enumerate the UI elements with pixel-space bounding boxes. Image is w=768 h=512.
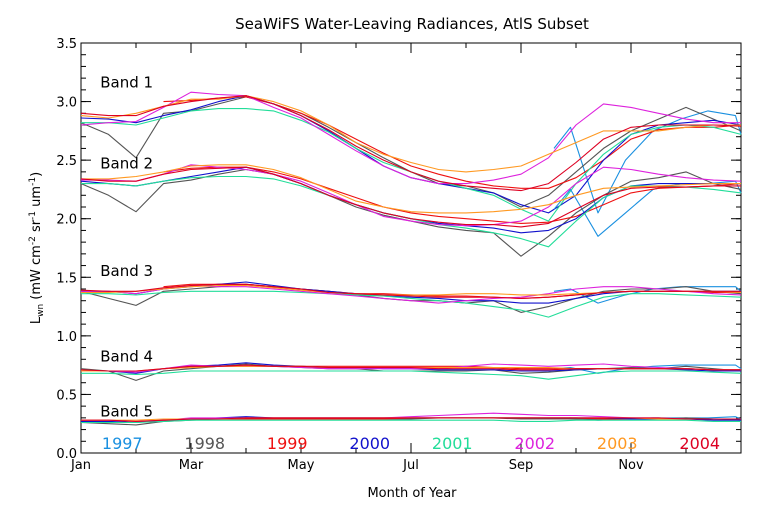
series-band1-2003 — [80, 95, 741, 173]
series-band1-1999 — [163, 96, 742, 189]
y-tick-label-4: 2.0 — [56, 213, 77, 228]
band-4-group — [80, 362, 742, 381]
series-band1-2002 — [80, 91, 741, 185]
y-tick-label-0: 0.0 — [56, 447, 77, 462]
y-label-exp3: -1 — [28, 177, 38, 186]
legend-entry-2000: 2000 — [349, 434, 390, 453]
x-tick-label-1: Mar — [179, 458, 204, 473]
series-band4-2002 — [81, 363, 741, 373]
y-tick-label-6: 3.0 — [56, 96, 77, 111]
series-band4-2004 — [80, 364, 741, 372]
band-label-4: Band 4 — [100, 348, 153, 366]
x-tick-label-0: Jan — [70, 458, 91, 473]
y-tick-label-1: 0.5 — [56, 388, 77, 403]
series-band5-2004 — [81, 417, 741, 422]
y-label-main-sub: wn — [36, 304, 46, 317]
x-tick-label-2: May — [288, 458, 315, 473]
series-band2-2002 — [81, 164, 742, 227]
band-5-group — [80, 412, 742, 426]
legend-entry-1998: 1998 — [184, 434, 225, 453]
chart-title: SeaWiFS Water-Leaving Radiances, AtlS Su… — [235, 15, 589, 33]
y-axis-label: Lwn (mW cm-2 sr-1 um-1) — [28, 172, 46, 324]
series-band4-2001 — [81, 370, 742, 380]
x-axis-label: Month of Year — [367, 486, 457, 501]
y-label-units-close: ) — [29, 172, 44, 177]
band-label-2: Band 2 — [100, 154, 153, 172]
plot-frame — [80, 42, 742, 454]
legend-entry-1999: 1999 — [267, 434, 308, 453]
y-label-exp1: -2 — [28, 236, 38, 245]
series-band2-2003 — [81, 164, 741, 214]
axes: 0.0 0.5 1.0 1.5 2.0 2.5 3.0 3.5 Jan Mar May Jul Sep N… — [56, 37, 742, 473]
series-band3-2001 — [81, 290, 742, 318]
x-tick-label-4: Sep — [509, 458, 534, 473]
series-band1-2001 — [81, 108, 742, 222]
legend: 1997 1998 1999 2000 2001 2002 2003 2004 — [102, 434, 720, 453]
y-label-exp2: -1 — [28, 211, 38, 220]
y-label-mid2: um — [29, 186, 44, 211]
band-label-3: Band 3 — [100, 262, 153, 280]
series-layer — [80, 91, 742, 426]
band-label-5: Band 5 — [100, 403, 153, 421]
series-band2-1999 — [163, 166, 742, 224]
y-label-units-open: (mW cm — [29, 245, 44, 304]
y-label-main: L — [29, 316, 44, 324]
series-band5-2001 — [81, 419, 741, 424]
legend-entry-2002: 2002 — [514, 434, 555, 453]
band-1-group — [80, 91, 742, 222]
series-band2-2000 — [80, 166, 741, 234]
x-tick-label-3: Jul — [402, 458, 419, 473]
series-band2-2004 — [80, 166, 741, 228]
y-tick-label-5: 2.5 — [56, 154, 77, 169]
y-tick-label-7: 3.5 — [56, 37, 77, 52]
y-label-mid1: sr — [29, 219, 44, 236]
x-tick-label-5: Nov — [618, 458, 644, 473]
series-band1-2004 — [80, 95, 742, 192]
y-tick-label-2: 1.0 — [56, 330, 77, 345]
legend-entry-2001: 2001 — [432, 434, 473, 453]
band-label-1: Band 1 — [100, 74, 153, 92]
legend-entry-1997: 1997 — [102, 434, 143, 453]
legend-entry-2003: 2003 — [597, 434, 638, 453]
band-2-group — [80, 164, 742, 257]
series-band3-2004 — [80, 283, 741, 299]
legend-entry-2004: 2004 — [679, 434, 720, 453]
band-labels: Band 1 Band 2 Band 3 Band 4 Band 5 — [100, 74, 153, 421]
y-tick-label-3: 1.5 — [56, 271, 77, 286]
band-3-group — [80, 281, 742, 318]
